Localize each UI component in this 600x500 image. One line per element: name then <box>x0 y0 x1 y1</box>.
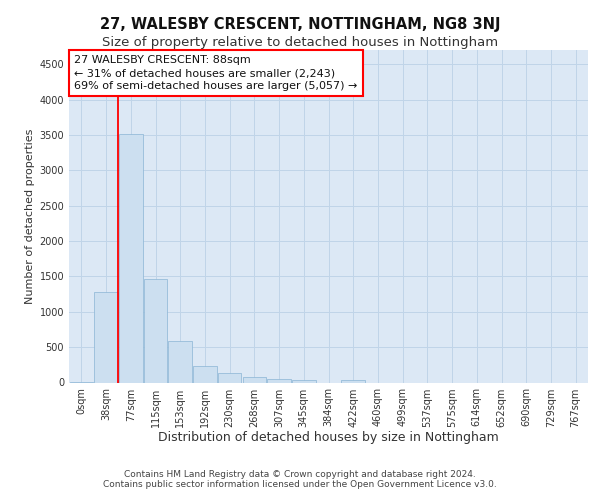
Bar <box>144 279 167 382</box>
Bar <box>119 134 143 382</box>
Bar <box>292 380 316 382</box>
Text: 27 WALESBY CRESCENT: 88sqm
← 31% of detached houses are smaller (2,243)
69% of s: 27 WALESBY CRESCENT: 88sqm ← 31% of deta… <box>74 55 358 92</box>
Text: Size of property relative to detached houses in Nottingham: Size of property relative to detached ho… <box>102 36 498 49</box>
Bar <box>242 377 266 382</box>
Text: Contains HM Land Registry data © Crown copyright and database right 2024.
Contai: Contains HM Land Registry data © Crown c… <box>103 470 497 489</box>
Bar <box>169 342 192 382</box>
Bar <box>268 379 291 382</box>
Bar <box>218 374 241 382</box>
Bar <box>94 292 118 382</box>
Text: 27, WALESBY CRESCENT, NOTTINGHAM, NG8 3NJ: 27, WALESBY CRESCENT, NOTTINGHAM, NG8 3N… <box>100 18 500 32</box>
X-axis label: Distribution of detached houses by size in Nottingham: Distribution of detached houses by size … <box>158 431 499 444</box>
Bar <box>341 380 365 382</box>
Y-axis label: Number of detached properties: Number of detached properties <box>25 128 35 304</box>
Bar <box>193 366 217 382</box>
